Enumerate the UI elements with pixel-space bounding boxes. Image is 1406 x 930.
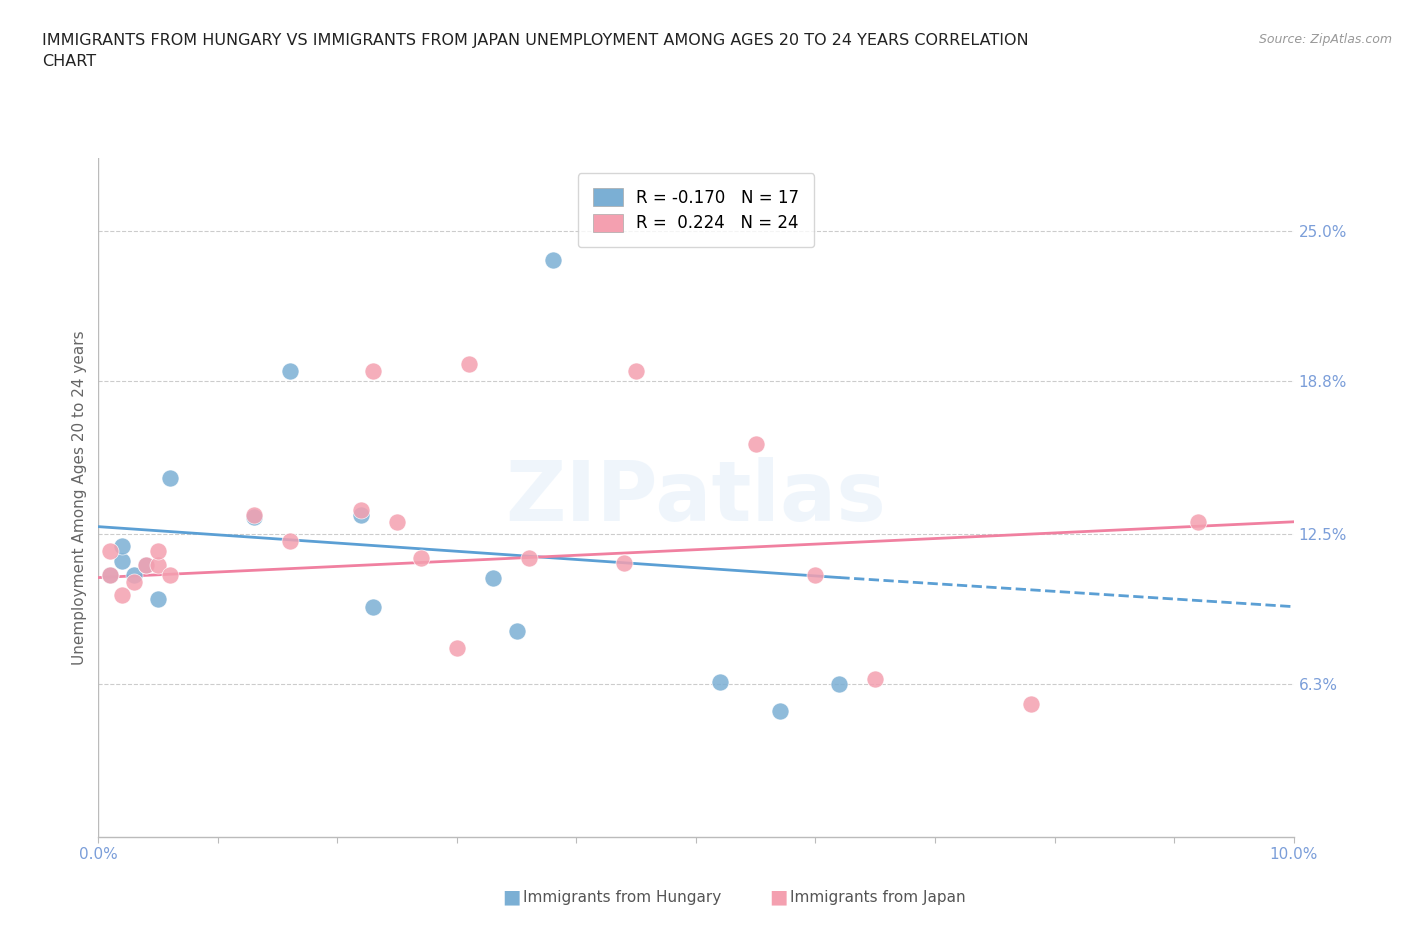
Text: Immigrants from Japan: Immigrants from Japan (790, 890, 966, 905)
Legend: R = -0.170   N = 17, R =  0.224   N = 24: R = -0.170 N = 17, R = 0.224 N = 24 (578, 173, 814, 247)
Point (541, 253, 564, 268)
Point (124, 567, 146, 582)
Point (111, 538, 134, 553)
Point (828, 677, 851, 692)
Point (769, 703, 792, 718)
Point (124, 575, 146, 590)
Point (350, 507, 373, 522)
Point (100, 567, 122, 582)
Point (626, 364, 648, 379)
Point (111, 587, 134, 602)
Point (481, 570, 505, 585)
Point (745, 437, 768, 452)
Point (363, 364, 385, 379)
Point (159, 567, 181, 582)
Point (100, 567, 122, 582)
Point (363, 599, 385, 614)
Point (278, 364, 301, 379)
Point (350, 502, 373, 517)
Point (100, 543, 122, 558)
Text: CHART: CHART (42, 54, 96, 69)
Point (385, 514, 409, 529)
Point (446, 641, 468, 656)
Point (111, 553, 134, 568)
Point (148, 558, 170, 573)
Point (517, 551, 540, 565)
Point (411, 551, 433, 565)
Text: Source: ZipAtlas.com: Source: ZipAtlas.com (1258, 33, 1392, 46)
Point (148, 592, 170, 607)
Point (243, 510, 266, 525)
Point (135, 558, 157, 573)
Text: Immigrants from Hungary: Immigrants from Hungary (523, 890, 721, 905)
Point (1187, 514, 1209, 529)
Y-axis label: Unemployment Among Ages 20 to 24 years: Unemployment Among Ages 20 to 24 years (72, 330, 87, 665)
Point (613, 555, 636, 570)
Point (148, 543, 170, 558)
Text: ■: ■ (502, 888, 520, 907)
Point (458, 357, 481, 372)
Text: ■: ■ (769, 888, 787, 907)
Point (243, 507, 266, 522)
Point (804, 567, 827, 582)
Point (278, 534, 301, 549)
Point (506, 623, 529, 638)
Text: IMMIGRANTS FROM HUNGARY VS IMMIGRANTS FROM JAPAN UNEMPLOYMENT AMONG AGES 20 TO 2: IMMIGRANTS FROM HUNGARY VS IMMIGRANTS FR… (42, 33, 1029, 47)
Text: ZIPatlas: ZIPatlas (506, 457, 886, 538)
Point (135, 558, 157, 573)
Point (159, 471, 181, 485)
Point (865, 672, 887, 687)
Point (709, 674, 731, 689)
Point (1019, 697, 1042, 711)
